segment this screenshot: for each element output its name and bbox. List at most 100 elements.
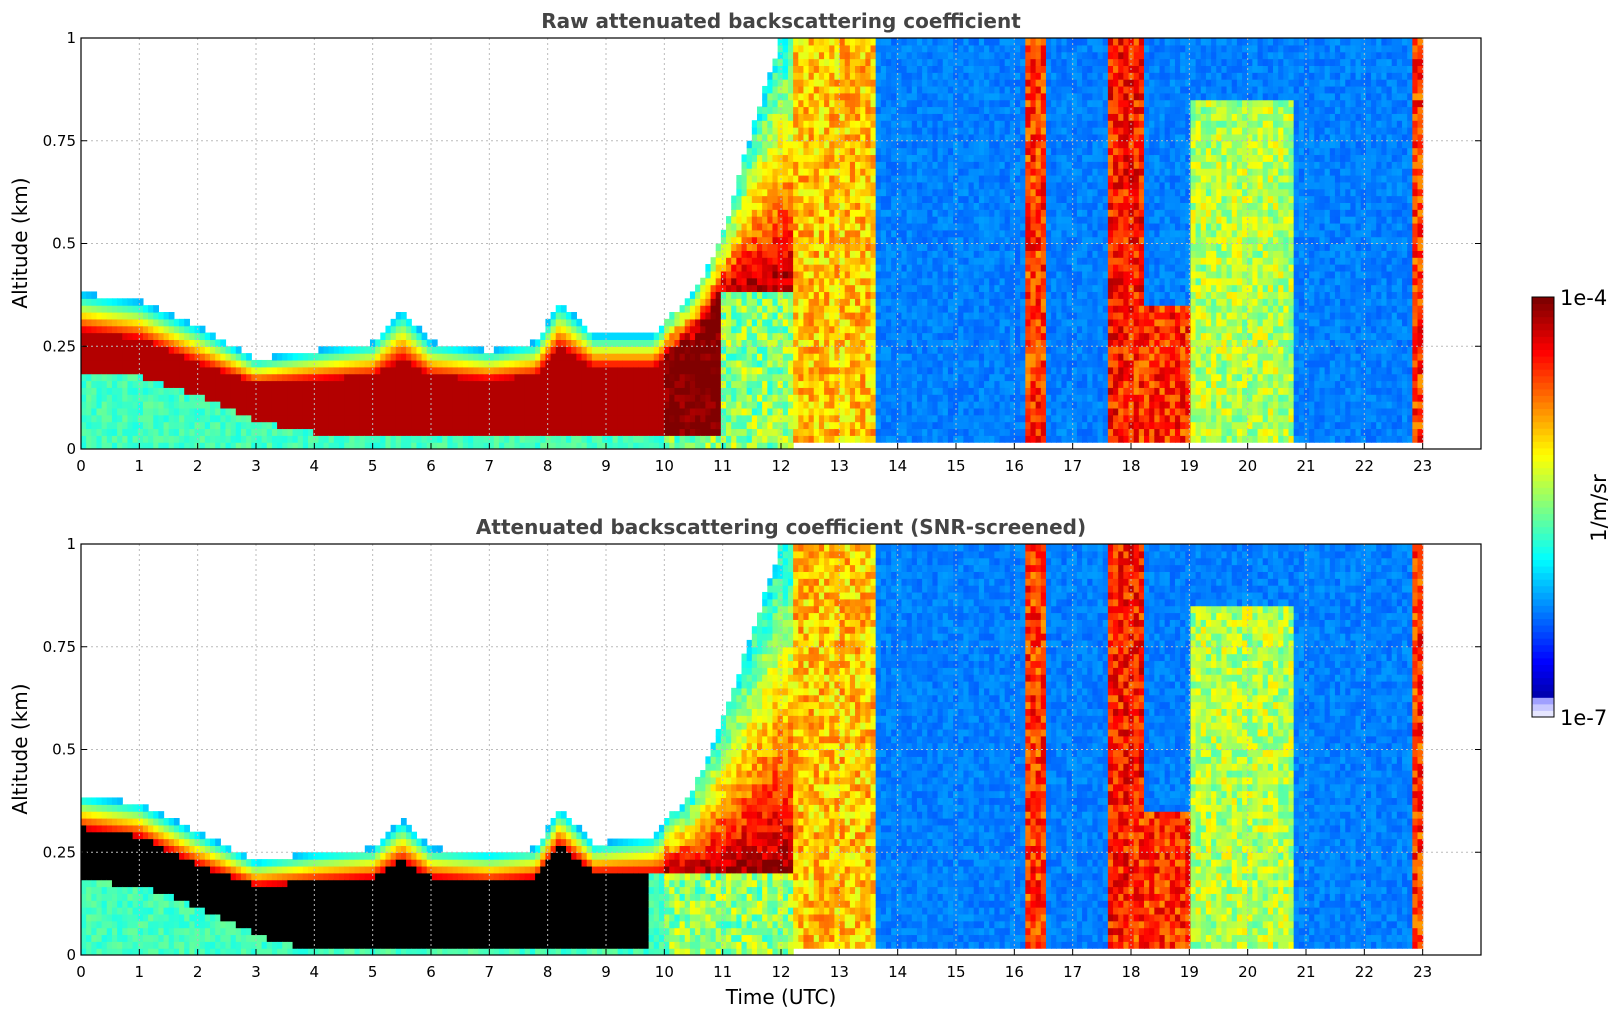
heatmap-cell xyxy=(942,120,949,128)
heatmap-cell xyxy=(199,325,206,334)
heatmap-cell xyxy=(865,428,872,436)
heatmap-cell xyxy=(932,291,939,299)
heatmap-cell xyxy=(782,202,789,210)
heatmap-cell xyxy=(509,428,516,436)
heatmap-column xyxy=(767,72,774,449)
heatmap-cell xyxy=(911,284,918,293)
heatmap-cell xyxy=(824,325,830,334)
heatmap-cell xyxy=(782,353,789,361)
heatmap-cell xyxy=(741,442,748,449)
heatmap-cell xyxy=(194,394,201,402)
heatmap-cell xyxy=(824,236,830,245)
heatmap-cell xyxy=(395,312,402,320)
heatmap-cell xyxy=(782,92,789,101)
heatmap-cell xyxy=(586,407,593,416)
heatmap-cell xyxy=(158,421,165,430)
heatmap-cell xyxy=(860,264,866,272)
heatmap-cell xyxy=(540,332,547,340)
heatmap-cell xyxy=(756,373,763,382)
heatmap-cell xyxy=(437,366,443,375)
heatmap-cell xyxy=(679,318,686,327)
heatmap-cell xyxy=(473,353,479,361)
heatmap-cell xyxy=(736,373,743,382)
heatmap-cell xyxy=(762,332,768,340)
heatmap-cell xyxy=(545,401,552,409)
heatmap-cell xyxy=(514,366,521,375)
heatmap-cell xyxy=(292,373,299,382)
heatmap-cell xyxy=(844,44,851,53)
heatmap-cell xyxy=(617,428,624,436)
heatmap-cell xyxy=(865,366,872,375)
heatmap-cell xyxy=(674,428,681,436)
heatmap-cell xyxy=(922,401,928,409)
heatmap-cell xyxy=(808,318,815,327)
heatmap-cell xyxy=(406,380,412,388)
heatmap-cell xyxy=(906,401,913,409)
heatmap-cell xyxy=(834,243,841,251)
heatmap-cell xyxy=(829,243,835,251)
heatmap-cell xyxy=(767,435,774,443)
heatmap-cell xyxy=(798,147,805,156)
heatmap-cell xyxy=(834,229,841,238)
heatmap-cell xyxy=(173,318,180,327)
heatmap-cell xyxy=(777,318,784,327)
heatmap-cell xyxy=(669,442,676,449)
heatmap-cell xyxy=(705,291,712,299)
heatmap-cell xyxy=(235,366,242,375)
heatmap-cell xyxy=(349,435,356,443)
heatmap-cell xyxy=(829,38,835,46)
heatmap-cell xyxy=(963,414,970,423)
heatmap-cell xyxy=(937,154,944,162)
heatmap-cell xyxy=(674,366,681,375)
heatmap-column xyxy=(653,332,660,449)
heatmap-cell xyxy=(829,127,835,135)
heatmap-cell xyxy=(891,250,897,258)
heatmap-cell xyxy=(179,380,185,388)
heatmap-cell xyxy=(720,366,727,375)
heatmap-cell xyxy=(179,387,185,395)
heatmap-cell xyxy=(891,99,897,108)
heatmap-cell xyxy=(416,332,423,340)
heatmap-cell xyxy=(947,428,954,436)
heatmap-cell xyxy=(911,195,918,203)
heatmap-cell xyxy=(880,250,887,258)
heatmap-cell xyxy=(550,380,557,388)
heatmap-cell xyxy=(953,257,959,265)
heatmap-cell xyxy=(617,373,624,382)
heatmap-cell xyxy=(762,373,768,382)
heatmap-cell xyxy=(349,394,356,402)
heatmap-cell xyxy=(855,58,861,66)
heatmap-cell xyxy=(911,339,918,347)
heatmap-cell xyxy=(808,312,815,320)
heatmap-cell xyxy=(700,359,706,368)
heatmap-cell xyxy=(127,359,134,368)
heatmap-cell xyxy=(215,407,221,416)
heatmap-cell xyxy=(736,332,743,340)
heatmap-cell xyxy=(746,380,753,388)
heatmap-cell xyxy=(710,380,717,388)
heatmap-cell xyxy=(287,442,294,449)
heatmap-cell xyxy=(860,380,866,388)
heatmap-cell xyxy=(767,312,774,320)
heatmap-cell xyxy=(328,401,335,409)
heatmap-cell xyxy=(715,359,722,368)
heatmap-cell xyxy=(633,346,639,354)
heatmap-cell xyxy=(922,366,928,375)
heatmap-cell xyxy=(715,298,722,306)
heatmap-cell xyxy=(942,435,949,443)
heatmap-cell xyxy=(380,387,387,395)
heatmap-cell xyxy=(880,181,887,190)
heatmap-cell xyxy=(777,92,784,101)
heatmap-cell xyxy=(958,346,964,354)
heatmap-cell xyxy=(782,154,789,162)
heatmap-cell xyxy=(741,250,748,258)
heatmap-cell xyxy=(746,175,753,183)
heatmap-cell xyxy=(736,209,743,217)
heatmap-cell xyxy=(860,202,866,210)
heatmap-column xyxy=(91,291,98,449)
heatmap-cell xyxy=(953,188,959,197)
heatmap-cell xyxy=(860,428,866,436)
heatmap-cell xyxy=(308,428,314,436)
heatmap-cell xyxy=(493,421,500,430)
heatmap-cell xyxy=(870,380,877,388)
